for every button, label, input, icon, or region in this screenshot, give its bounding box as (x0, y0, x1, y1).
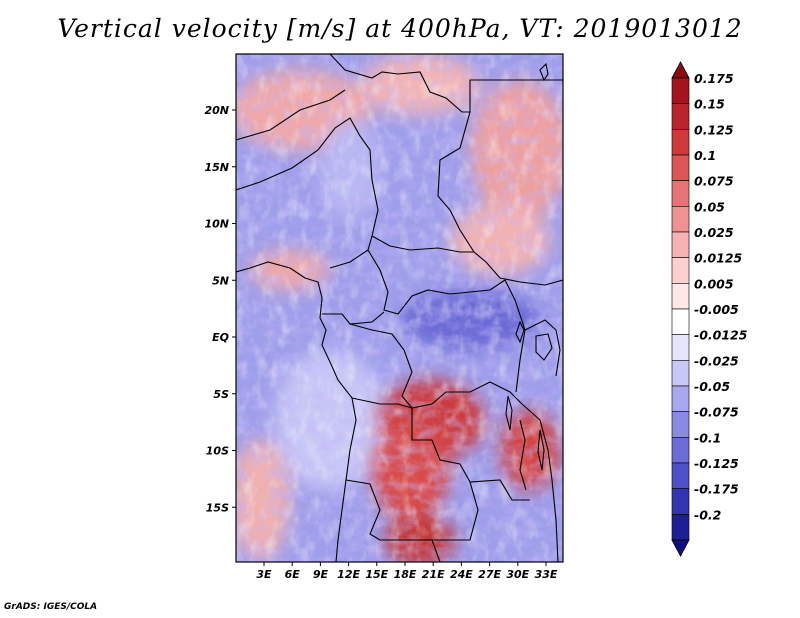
lat-tick-label: 15S (206, 501, 229, 514)
colorbar-segment (671, 437, 690, 464)
colorbar: 0.175 0.15 0.125 0.1 0.075 0.05 0.025 0.0125 0.0… (671, 61, 748, 557)
colorbar-segment (671, 514, 690, 541)
colorbar-label: -0.075 (694, 405, 739, 420)
lon-tick-label: 24E (450, 568, 473, 581)
lon-tick-label: 18E (394, 568, 417, 581)
lat-tick-label: 10S (206, 445, 229, 458)
longitude-axis: 3E 6E 9E 12E 15E 18E 21E 24E 27E 30E 33E (256, 562, 558, 581)
colorbar-segment (671, 231, 690, 258)
colorbar-segment (671, 385, 690, 412)
lon-tick-label: 27E (478, 568, 501, 581)
colorbar-label: -0.05 (694, 379, 730, 394)
map-frame (235, 53, 564, 563)
colorbar-label: 0.005 (694, 276, 734, 291)
colorbar-segment (671, 129, 690, 156)
lat-tick-label: 5N (212, 274, 229, 287)
lon-tick-label: 21E (422, 568, 445, 581)
colorbar-label: -0.125 (694, 456, 739, 471)
colorbar-segment (671, 77, 690, 104)
colorbar-over-arrow (671, 61, 690, 79)
colorbar-label: -0.025 (694, 353, 739, 368)
colorbar-label: 0.15 (694, 97, 725, 112)
lat-tick-label: 10N (204, 218, 229, 231)
colorbar-label: 0.1 (694, 148, 716, 163)
colorbar-segment (671, 154, 690, 181)
colorbar-segment (671, 180, 690, 207)
lon-tick-label: 6E (285, 568, 301, 581)
map-title: Vertical velocity [m/s] at 400hPa, VT: 2… (57, 14, 743, 43)
colorbar-label: 0.125 (694, 122, 734, 137)
colorbar-label: 0.075 (694, 174, 734, 189)
colorbar-segment (671, 360, 690, 387)
colorbar-label: 0.175 (694, 71, 734, 86)
lon-tick-label: 33E (535, 568, 558, 581)
colorbar-label: 0.025 (694, 225, 734, 240)
colorbar-segment (671, 283, 690, 310)
footer-credit: GrADS: IGES/COLA (4, 602, 98, 612)
latitude-axis: 20N 15N 10N 5N EQ 5S 10S 15S (204, 104, 236, 514)
velocity-field (236, 54, 563, 562)
colorbar-segment (671, 206, 690, 233)
colorbar-under-arrow (671, 539, 690, 557)
colorbar-segment (671, 257, 690, 284)
lat-tick-label: EQ (212, 331, 229, 344)
colorbar-label: -0.175 (694, 482, 739, 497)
lon-tick-label: 15E (365, 568, 388, 581)
lat-tick-label: 20N (204, 104, 229, 117)
lat-tick-label: 5S (213, 388, 229, 401)
colorbar-segment (671, 488, 690, 515)
lon-tick-label: 3E (256, 568, 272, 581)
colorbar-segment (671, 334, 690, 361)
colorbar-label: -0.1 (694, 430, 721, 445)
colorbar-label: -0.2 (694, 507, 721, 522)
colorbar-label: -0.005 (694, 302, 739, 317)
colorbar-label: 0.05 (694, 199, 725, 214)
lon-tick-label: 12E (337, 568, 360, 581)
colorbar-segment (671, 103, 690, 130)
colorbar-label: 0.0125 (694, 251, 743, 266)
colorbar-segment (671, 462, 690, 489)
colorbar-segment (671, 411, 690, 438)
lon-tick-label: 30E (506, 568, 529, 581)
country-borders (236, 54, 563, 562)
colorbar-segment (671, 308, 690, 335)
colorbar-label: -0.0125 (694, 328, 748, 343)
lon-tick-label: 9E (313, 568, 329, 581)
lat-tick-label: 15N (204, 161, 229, 174)
